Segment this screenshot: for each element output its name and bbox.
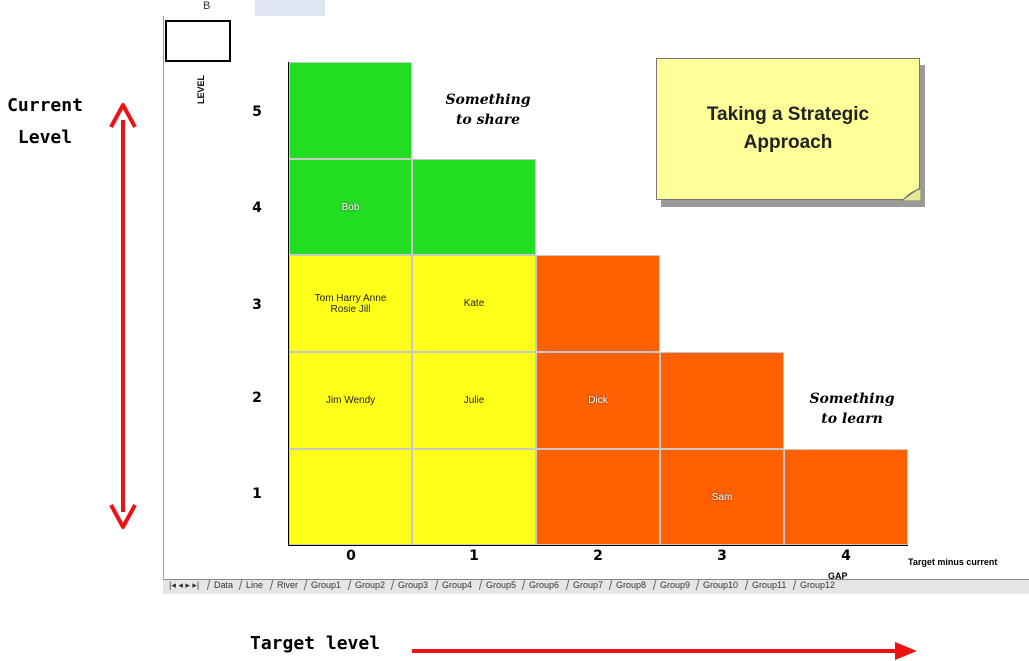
cell-r2-c0[interactable]: Jim Wendy [289,352,412,449]
sheet-nav-arrows[interactable]: |◂ ◂ ▸ ▸| [169,580,200,590]
cell-r1-c3[interactable]: Sam [660,449,784,545]
gap-label: GAP [828,571,848,581]
cell-r3-c2[interactable] [536,255,660,352]
toolbar-text: B [203,0,211,12]
page-curl-icon [901,187,921,201]
y-axis-line [288,62,289,546]
target-level-arrow-icon [412,642,917,660]
cell-text: Bob [341,201,360,213]
share-line-2: to share [455,112,521,128]
col-label-4: 4 [841,548,851,564]
cell-text: Kate [463,298,485,309]
cell-r3-c1[interactable]: Kate [412,255,536,352]
col-label-1: 1 [469,548,479,564]
cell-r4-c1[interactable] [412,159,536,255]
sheet-tabs-bar: |◂ ◂ ▸ ▸| Data Line River Group1 Group2 … [163,579,1029,594]
cell-text: Dick [588,395,608,406]
current-level-double-arrow-icon [109,103,137,529]
row-label-3: 3 [252,297,262,313]
cell-r1-c4[interactable] [784,449,908,545]
row-label-2: 2 [252,390,262,406]
cell-r4-c0[interactable]: Bob [289,159,412,255]
sticky-note-line-2: Approach [743,132,833,153]
current-level-label: Current Level [0,90,90,154]
current-level-line-1: Current [7,95,83,116]
share-line-1: Something [445,92,531,108]
toolbar-strip: B [163,0,1029,16]
cell-text: Sam [711,491,733,503]
learn-line-2: to learn [821,411,883,427]
current-level-line-2: Level [17,127,73,148]
cell-r1-c2[interactable] [536,449,660,545]
cell-r2-c3[interactable] [660,352,784,449]
col-label-2: 2 [593,548,603,564]
sticky-note: Taking a Strategic Approach [656,58,921,201]
cell-text: Julie [463,395,485,406]
something-to-learn: Something to learn [792,389,912,429]
target-level-label: Target level [250,633,381,654]
cell-r1-c0[interactable] [289,449,412,545]
x-axis-title: Target minus current [908,557,998,567]
cell-r2-c1[interactable]: Julie [412,352,536,449]
col-label-3: 3 [717,548,727,564]
col-label-0: 0 [346,548,356,564]
toolbar-dropdown[interactable] [255,0,325,16]
row-label-5: 5 [252,104,262,120]
cell-r5-c0[interactable] [289,62,412,159]
cell-r1-c1[interactable] [412,449,536,545]
something-to-share: Something to share [428,90,548,130]
cell-r3-c0[interactable]: Tom Harry Anne Rosie Jill [289,255,412,352]
selected-cell-box[interactable] [165,20,231,62]
x-axis-line [288,545,908,546]
cell-text: Jim Wendy [325,395,376,406]
cell-r2-c2[interactable]: Dick [536,352,660,449]
row-label-1: 1 [252,486,262,502]
learn-line-1: Something [809,391,895,407]
sticky-note-line-1: Taking a Strategic [706,104,870,125]
row-label-4: 4 [252,200,262,216]
cell-text: Tom Harry Anne Rosie Jill [314,292,387,315]
